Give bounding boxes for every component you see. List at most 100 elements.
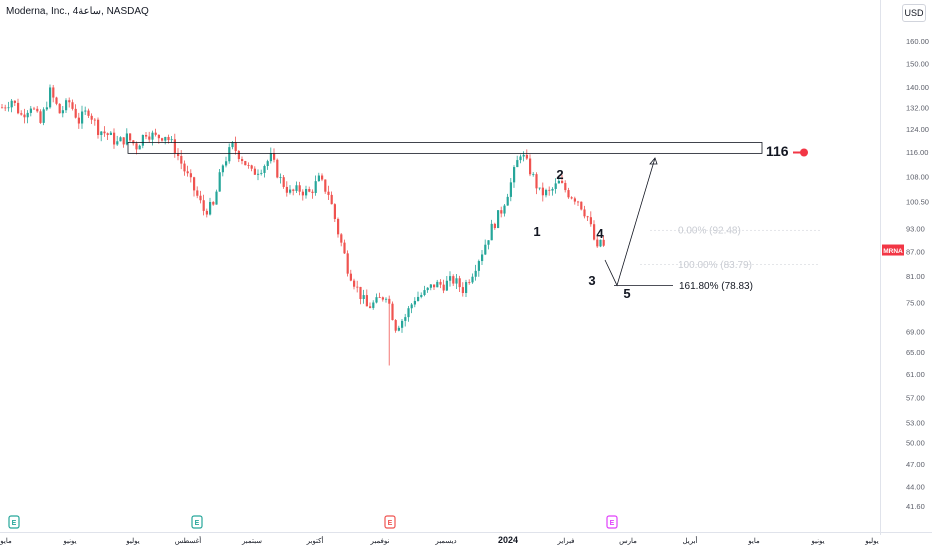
fib-level-label: 161.80% (78.83) (679, 281, 753, 292)
candle (445, 276, 448, 292)
candle (289, 185, 292, 195)
x-tick-label: ديسمبر (434, 538, 456, 545)
candle (84, 106, 87, 115)
candle-body (519, 156, 522, 161)
candle-body (375, 297, 378, 303)
x-tick-label: فبراير (556, 537, 574, 545)
candle-body (209, 201, 212, 215)
candle (90, 113, 93, 124)
candle-body (410, 304, 413, 309)
candle-body (23, 114, 26, 118)
candle-body (362, 295, 365, 300)
candle-body (420, 295, 423, 297)
candle (148, 131, 151, 143)
candle (449, 271, 452, 287)
candle (68, 97, 71, 108)
candle-body (164, 136, 167, 141)
alert-icon (793, 148, 808, 157)
candle (212, 200, 215, 206)
x-tick-label: يوليو (864, 537, 878, 545)
candle (401, 318, 404, 333)
candle-body (397, 327, 400, 331)
candle (391, 301, 394, 321)
candle-body (202, 200, 205, 211)
candle-body (20, 113, 23, 115)
candle (413, 297, 416, 308)
candle (330, 191, 333, 205)
y-tick-label: 44.00 (906, 483, 925, 492)
candle-body (4, 107, 7, 109)
candle (417, 291, 420, 302)
candle-body (359, 286, 362, 300)
candle-body (493, 223, 496, 229)
candle (269, 147, 272, 164)
candle (433, 284, 436, 291)
candle (250, 164, 253, 172)
x-tick-label: يوليو (125, 537, 139, 545)
candle (180, 150, 183, 170)
candle (215, 189, 218, 205)
candle (234, 136, 237, 155)
candle-body (93, 119, 96, 121)
candle-body (599, 239, 602, 247)
candle-body (145, 134, 148, 137)
candle (202, 194, 205, 216)
candle (167, 134, 170, 144)
candle (353, 278, 356, 290)
candle-body (522, 154, 525, 157)
candle-body (269, 153, 272, 162)
candle (122, 137, 125, 148)
candle (221, 164, 224, 177)
candle (266, 159, 269, 170)
candle-body (439, 281, 442, 285)
candle-body (503, 205, 506, 214)
candle (52, 84, 55, 103)
candle-body (333, 204, 336, 219)
fib-level-label: 0.00% (92.48) (678, 226, 741, 237)
candle (423, 285, 426, 297)
candle (273, 148, 276, 163)
candle-body (570, 197, 573, 199)
candle (13, 100, 16, 107)
candle-body (106, 133, 109, 135)
candle (586, 215, 589, 221)
candle-body (167, 136, 170, 141)
candle-body (417, 296, 420, 301)
projection-path (604, 157, 656, 287)
candle-body (516, 160, 519, 168)
candle (321, 173, 324, 182)
x-tick-label: نوفمبر (370, 538, 390, 545)
candle (164, 136, 167, 145)
candle (525, 149, 528, 160)
candle (346, 250, 349, 277)
y-tick-label: 116.00 (906, 148, 928, 157)
candle (244, 160, 247, 166)
candle (106, 132, 109, 140)
candle (23, 108, 26, 124)
candle (340, 233, 343, 247)
candle-body (212, 201, 215, 205)
candle-body (90, 115, 93, 120)
candle (493, 222, 496, 230)
candle-body (481, 254, 484, 262)
candle-body (103, 131, 106, 134)
y-tick-label: 87.00 (906, 247, 925, 256)
y-tick-label: 41.60 (906, 502, 925, 511)
candle (74, 104, 77, 119)
candle (567, 187, 570, 199)
candle (138, 144, 141, 150)
candle-body (455, 278, 458, 284)
candle-body (113, 132, 116, 145)
currency-button[interactable]: USD (902, 4, 926, 22)
candle-body (449, 276, 452, 281)
candle-body (17, 102, 20, 114)
candle-body (580, 201, 583, 210)
candle-body (356, 286, 359, 288)
candle-body (506, 196, 509, 206)
candle-body (263, 165, 266, 173)
x-tick-label: يونيو (62, 538, 76, 545)
candle (4, 104, 7, 112)
candle (545, 188, 548, 198)
